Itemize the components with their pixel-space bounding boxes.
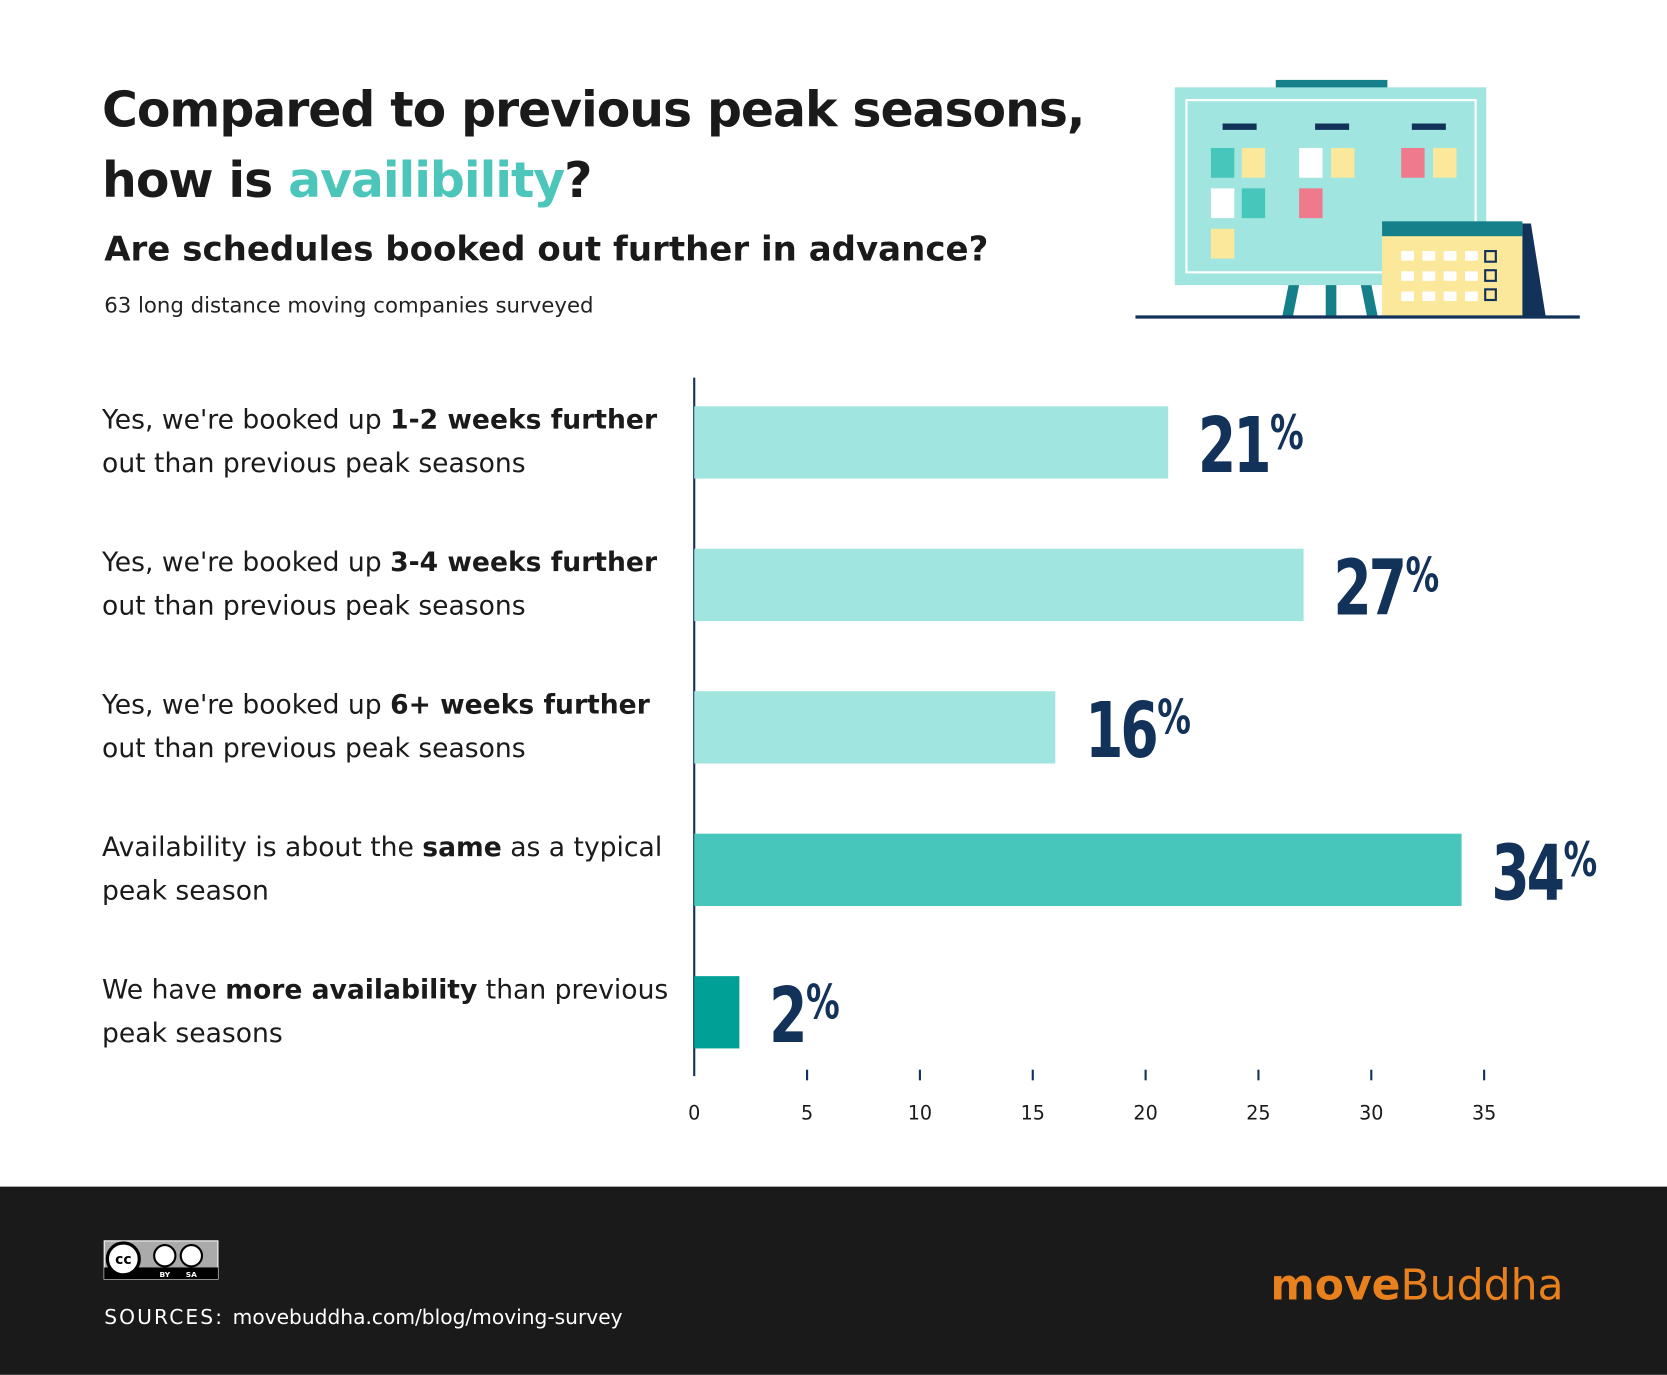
category-label: Availability is about the same as a typi… — [102, 825, 681, 912]
bar — [694, 548, 1304, 622]
value-unit: % — [1270, 405, 1303, 460]
value-number: 21 — [1198, 401, 1269, 491]
category-label: Yes, we're booked up 3-4 weeks further o… — [102, 540, 681, 627]
value-label: 34% — [1491, 828, 1596, 918]
value-number: 16 — [1085, 686, 1156, 776]
bold-part: 1-2 weeks further — [390, 404, 658, 436]
category-label: We have more availability than previous … — [102, 968, 681, 1055]
category-box: Yes, we're booked up 1-2 weeks further o… — [102, 398, 681, 485]
category-box: We have more availability than previous … — [102, 968, 681, 1055]
value-label: 27% — [1333, 544, 1438, 634]
bar — [694, 406, 1169, 479]
text-part: We have — [102, 974, 226, 1005]
value-label: 21% — [1198, 401, 1303, 491]
note: 63 long distance moving companies survey… — [104, 294, 593, 319]
highlight-part: availibility — [288, 151, 565, 209]
text-part: Yes, we're booked up — [102, 689, 391, 720]
illustration — [1135, 79, 1580, 319]
value-number: 27 — [1333, 544, 1404, 634]
category-box: Yes, we're booked up 3-4 weeks further o… — [102, 540, 681, 627]
x-tick-label: 15 — [1021, 1102, 1045, 1125]
value-label: 16% — [1085, 686, 1190, 776]
title: Compared to previous peak seasons, how i… — [102, 75, 1123, 215]
bold-part: 3-4 weeks further — [390, 546, 658, 578]
text-part: Yes, we're booked up — [102, 404, 391, 436]
x-tick-label: 20 — [1133, 1102, 1157, 1125]
bold-part: same — [422, 831, 502, 863]
brand: moveBuddha — [1270, 1261, 1563, 1310]
bar — [694, 833, 1462, 906]
source-line: SOURCES: movebuddha.com/blog/moving-surve… — [104, 1305, 622, 1329]
x-tick-label: 30 — [1359, 1102, 1383, 1125]
text-part: than previous peak seasons — [102, 974, 669, 1049]
chart: 0 5 10 15 20 25 30 35 Yes, we're booked up 1-2 w… — [102, 377, 1600, 1125]
text-part: as a typical peak season — [102, 831, 663, 906]
value-number: 2 — [769, 971, 804, 1061]
title-box: Compared to previous peak seasons, how i… — [102, 75, 1123, 215]
badge-sa: SA — [186, 1270, 197, 1279]
text-part: out than previous peak seasons — [102, 590, 526, 622]
bold-part: move — [1270, 1261, 1400, 1310]
category-label: Yes, we're booked up 6+ weeks further ou… — [102, 683, 681, 770]
value-unit: % — [1405, 548, 1438, 603]
text-part: out than previous peak seasons — [102, 447, 526, 479]
category-box: Yes, we're booked up 6+ weeks further ou… — [102, 683, 681, 770]
category-label: Yes, we're booked up 1-2 weeks further o… — [102, 398, 681, 485]
text-part: Compared to previous peak seasons, how i… — [102, 80, 1085, 209]
bar — [694, 691, 1056, 764]
bar — [694, 976, 740, 1049]
license-badge: cc BY SA — [103, 1240, 219, 1280]
bold-part: more availability — [225, 974, 478, 1005]
badge-cc: cc — [115, 1252, 131, 1268]
source-label: SOURCES: — [104, 1305, 224, 1329]
x-tick-label: 10 — [908, 1102, 932, 1125]
value-number: 34 — [1491, 828, 1563, 918]
value-unit: % — [1157, 690, 1190, 745]
text-part: ? — [564, 151, 592, 209]
subtitle: Are schedules booked out further in adva… — [104, 230, 988, 270]
text-part: Buddha — [1401, 1261, 1564, 1310]
text-part: Availability is about the — [102, 831, 423, 863]
x-tick-label: 0 — [688, 1102, 700, 1125]
x-tick-label: 25 — [1246, 1102, 1270, 1125]
x-tick-label: 5 — [801, 1102, 813, 1125]
footer — [0, 1186, 1667, 1375]
x-tick-label: 35 — [1472, 1102, 1496, 1125]
value-unit: % — [806, 975, 839, 1030]
category-box: Availability is about the same as a typi… — [102, 825, 681, 912]
value-label: 2% — [769, 971, 839, 1061]
bold-part: 6+ weeks further — [390, 689, 650, 720]
badge-by: BY — [159, 1270, 170, 1279]
value-unit: % — [1563, 833, 1596, 888]
text-part: out than previous peak seasons — [102, 732, 526, 764]
source: movebuddha.com/blog/moving-survey — [233, 1305, 623, 1329]
text-part: Yes, we're booked up — [102, 546, 391, 578]
